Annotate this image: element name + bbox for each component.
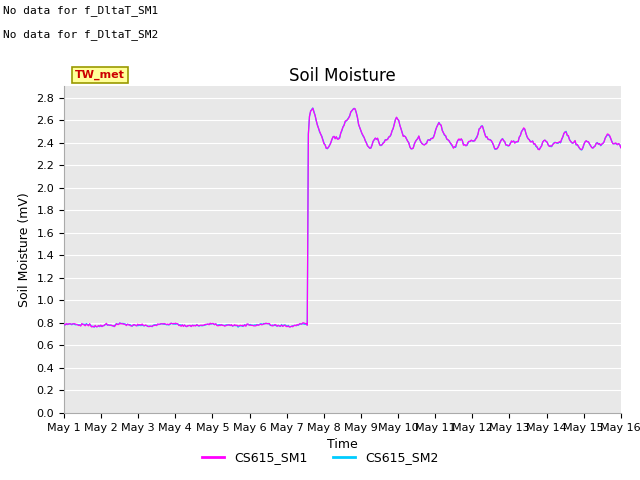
CS615_SM2: [394, 116, 401, 122]
Text: No data for f_DltaT_SM2: No data for f_DltaT_SM2: [3, 29, 159, 40]
CS615_SM1: [394, 116, 401, 122]
CS615_SM1: [285, 324, 293, 330]
CS615_SM1: [309, 105, 317, 111]
Line: CS615_SM2: CS615_SM2: [64, 108, 621, 327]
CS615_SM2: [90, 324, 98, 330]
CS615_SM2: [617, 144, 625, 150]
CS615_SM2: [519, 127, 527, 133]
CS615_SM2: [60, 322, 68, 327]
CS615_SM2: [330, 133, 338, 139]
CS615_SM1: [606, 132, 614, 138]
Text: No data for f_DltaT_SM1: No data for f_DltaT_SM1: [3, 5, 159, 16]
CS615_SM1: [617, 145, 625, 151]
CS615_SM2: [309, 105, 317, 111]
Legend: CS615_SM1, CS615_SM2: CS615_SM1, CS615_SM2: [196, 446, 444, 469]
CS615_SM2: [327, 140, 335, 146]
Title: Soil Moisture: Soil Moisture: [289, 67, 396, 85]
Line: CS615_SM1: CS615_SM1: [64, 108, 621, 327]
Text: TW_met: TW_met: [75, 70, 125, 80]
CS615_SM1: [364, 143, 371, 149]
X-axis label: Time: Time: [327, 438, 358, 451]
CS615_SM2: [364, 143, 371, 149]
CS615_SM1: [330, 133, 338, 139]
CS615_SM1: [519, 127, 527, 133]
CS615_SM2: [606, 133, 614, 139]
CS615_SM1: [60, 322, 68, 328]
Y-axis label: Soil Moisture (mV): Soil Moisture (mV): [18, 192, 31, 307]
CS615_SM1: [327, 140, 335, 146]
